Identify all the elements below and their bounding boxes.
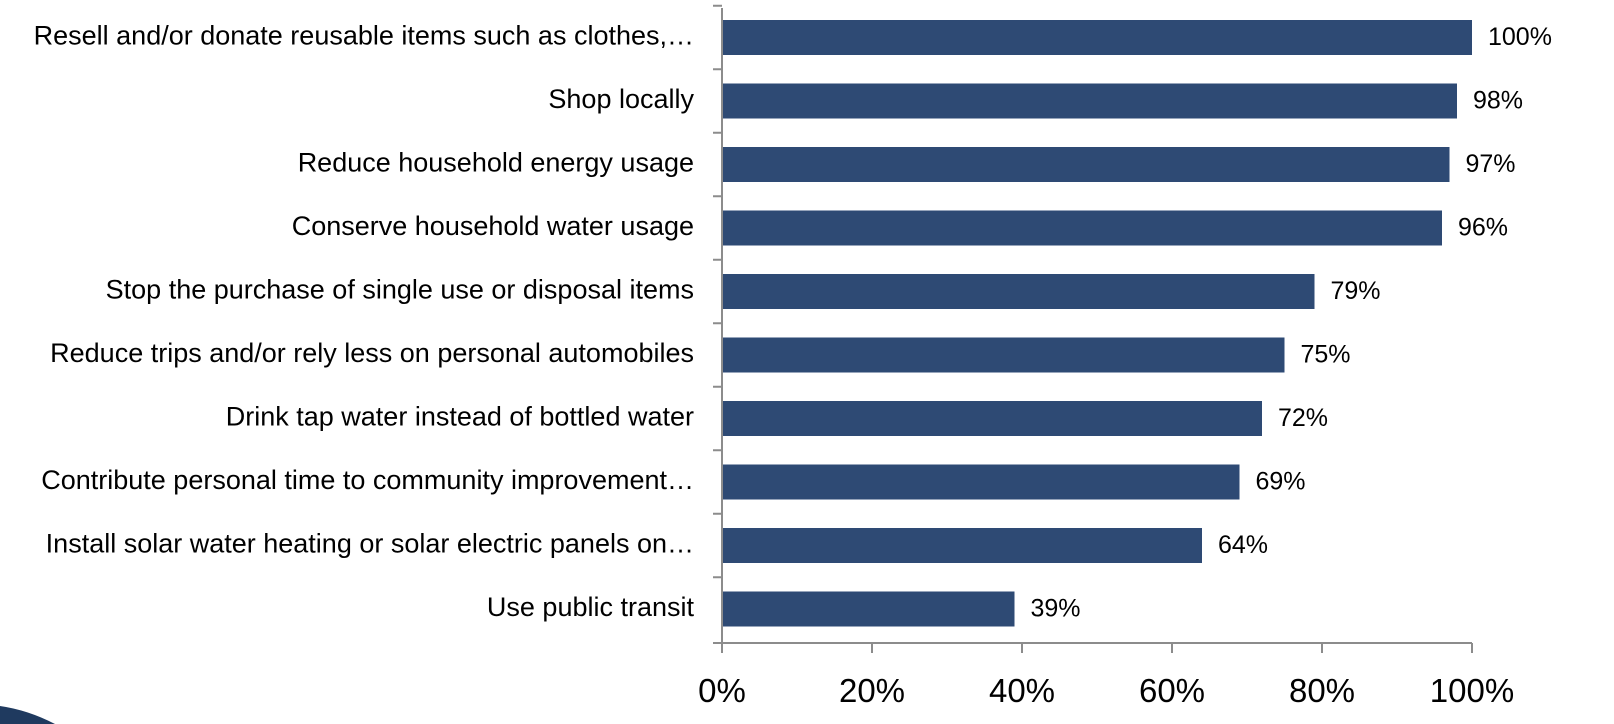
data-label: 97% — [1466, 150, 1516, 178]
bar-4 — [723, 274, 1315, 309]
data-label: 96% — [1458, 214, 1508, 242]
category-label: Drink tap water instead of bottled water — [226, 402, 694, 432]
x-tick-label: 80% — [1289, 672, 1355, 709]
bar-9 — [723, 591, 1015, 627]
category-label: Install solar water heating or solar ele… — [46, 529, 694, 559]
x-tick-label: 40% — [989, 672, 1055, 709]
category-label: Conserve household water usage — [292, 211, 694, 241]
bar-7 — [723, 464, 1240, 500]
bar-6 — [723, 401, 1262, 436]
data-label: 39% — [1031, 595, 1081, 623]
bar-2 — [723, 147, 1450, 182]
bars-layer — [723, 20, 1472, 627]
bar-3 — [723, 210, 1442, 246]
data-label: 64% — [1218, 531, 1268, 559]
bar-0 — [723, 20, 1472, 55]
axes — [721, 8, 1472, 644]
x-tick-label: 20% — [839, 672, 905, 709]
data-label: 75% — [1301, 341, 1351, 369]
bar-8 — [723, 528, 1202, 563]
x-tick-label: 100% — [1430, 672, 1514, 709]
corner-decoration — [0, 706, 55, 724]
x-axis-ticks: 0% 20% 40% 60% 80% 100% — [698, 4, 1514, 709]
bar-1 — [723, 83, 1457, 119]
category-label: Reduce trips and/or rely less on persona… — [50, 338, 694, 368]
category-label: Contribute personal time to community im… — [41, 465, 694, 495]
data-label: 100% — [1488, 23, 1552, 51]
data-label: 79% — [1331, 277, 1381, 305]
bar-5 — [723, 337, 1285, 373]
category-labels: Resell and/or donate reusable items such… — [34, 21, 695, 623]
category-label: Reduce household energy usage — [298, 148, 694, 178]
data-label: 98% — [1473, 87, 1523, 115]
category-label: Resell and/or donate reusable items such… — [34, 21, 694, 51]
x-tick-label: 60% — [1139, 672, 1205, 709]
x-tick-label: 0% — [698, 672, 746, 709]
category-label: Use public transit — [487, 592, 695, 622]
category-label: Stop the purchase of single use or dispo… — [106, 275, 694, 305]
data-label: 72% — [1278, 404, 1328, 432]
value-labels: 100% 98% 97% 96% 79% 75% 72% 69% 64% 39% — [1031, 23, 1552, 623]
category-label: Shop locally — [548, 84, 694, 114]
data-label: 69% — [1256, 468, 1306, 496]
